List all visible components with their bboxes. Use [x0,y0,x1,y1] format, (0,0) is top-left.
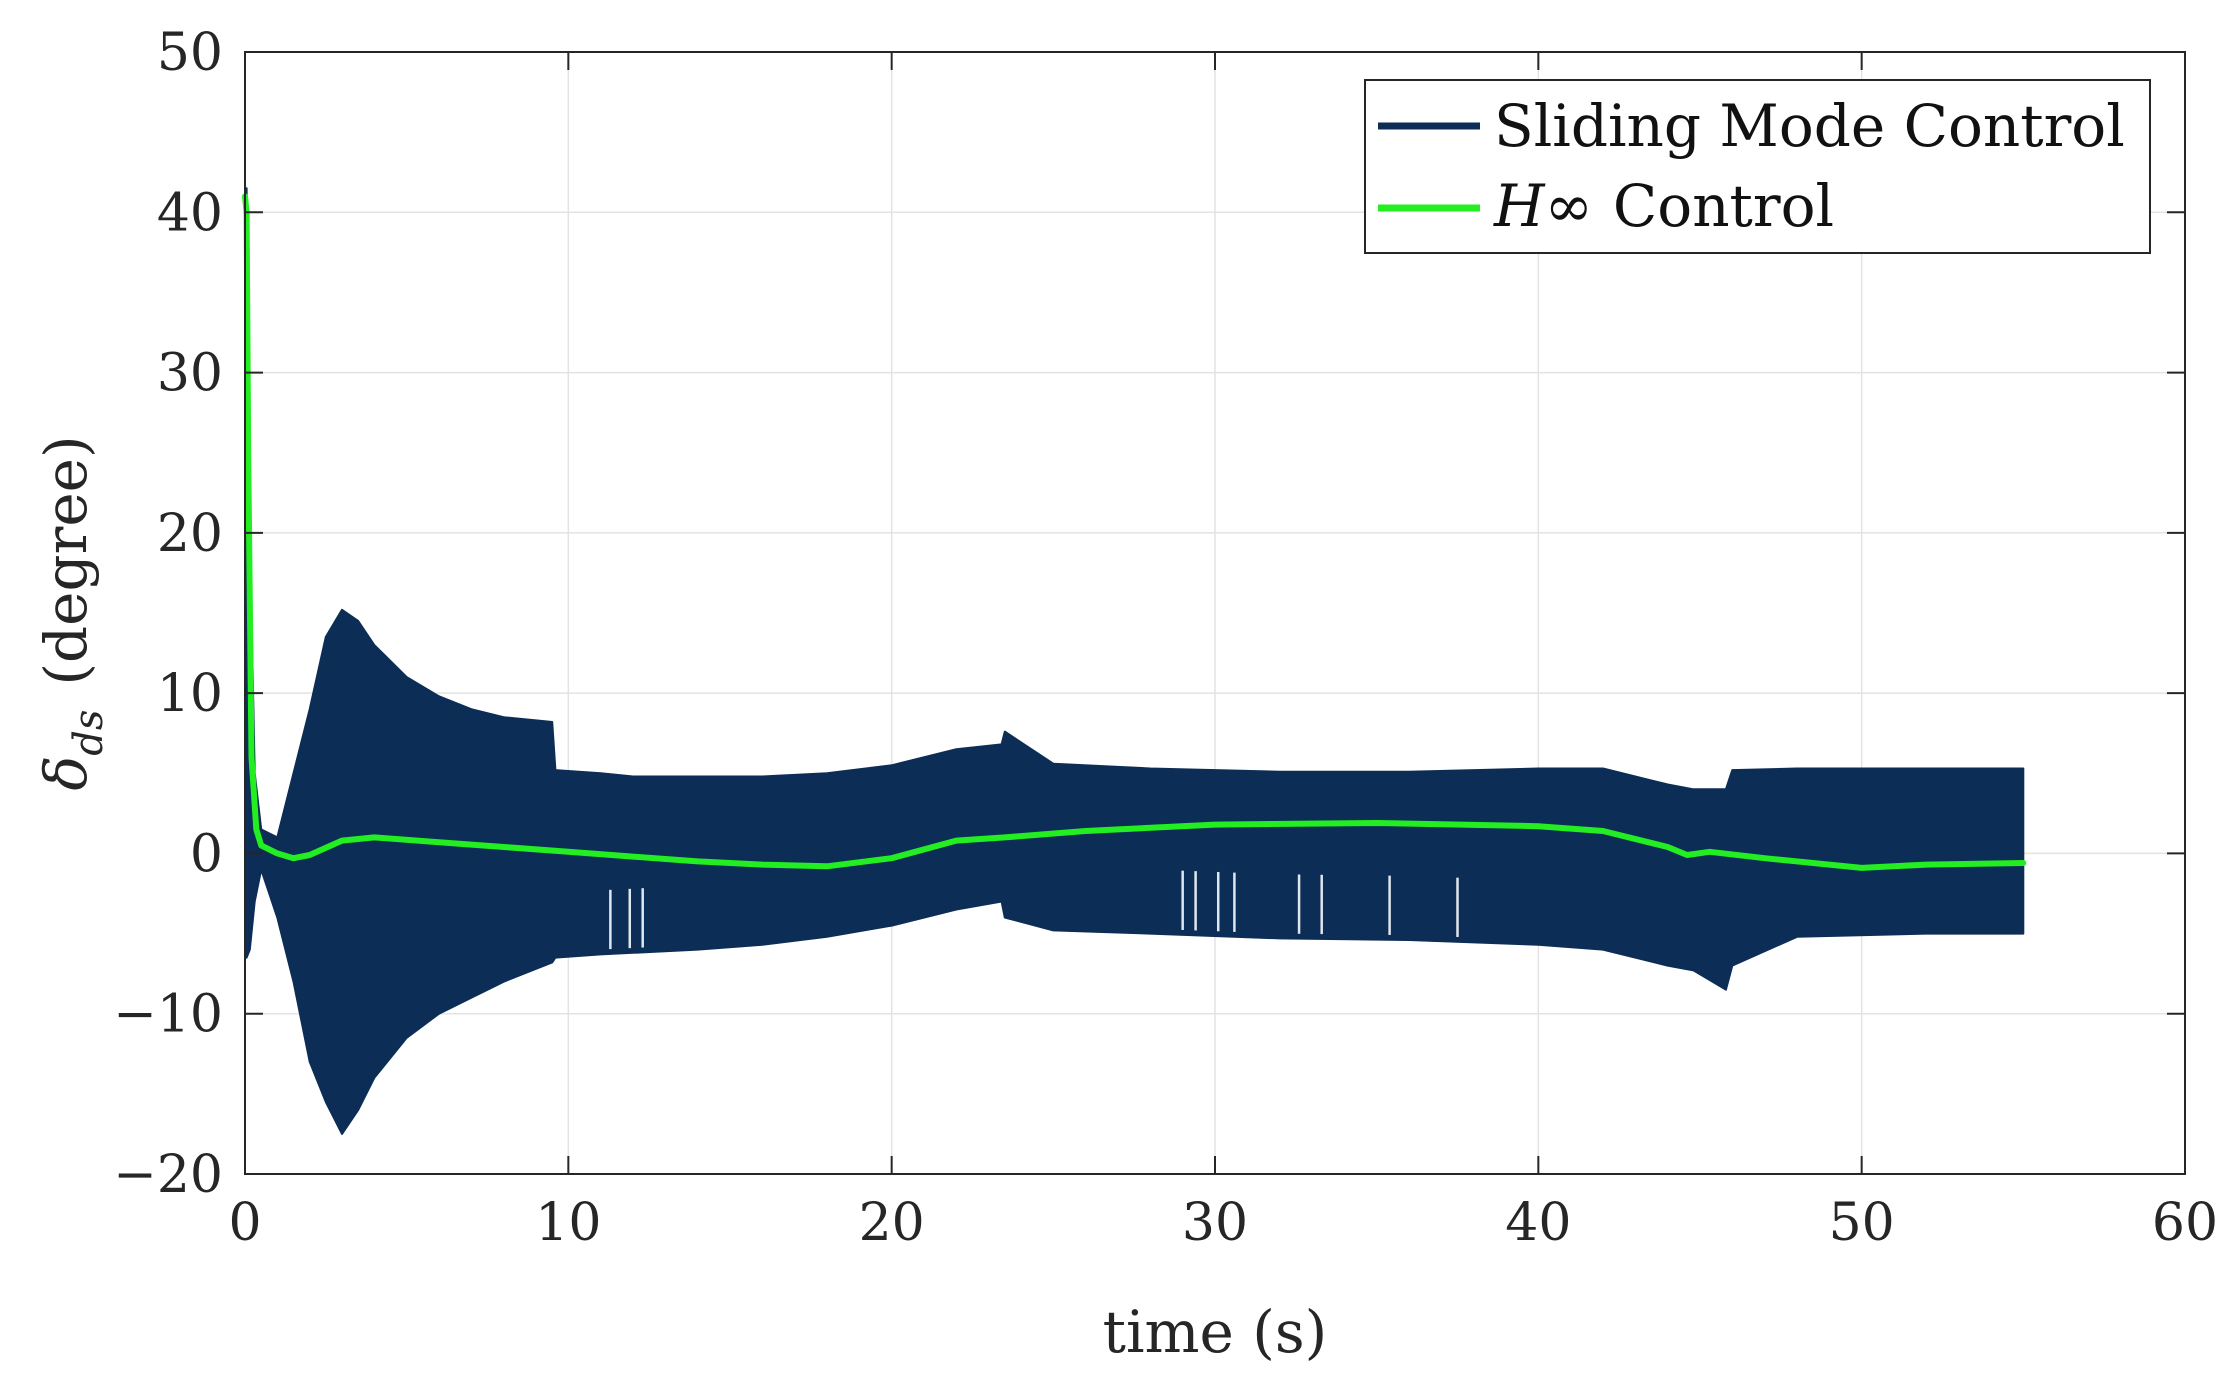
y-axis-subscript: ds [66,710,112,756]
legend: Sliding Mode Control H∞ Control [1364,79,2151,254]
legend-box [1364,79,2151,254]
y-tick-label: 30 [157,344,223,404]
x-tick-label: 40 [1505,1193,1571,1253]
ticks [244,51,2186,1175]
legend-label-hinf-math: H∞ [1493,172,1593,240]
x-tick-label: 50 [1829,1193,1895,1253]
y-axis-unit: (degree) [32,435,100,685]
series-hinf-line [242,193,2027,871]
x-tick-label: 30 [1182,1193,1248,1253]
tick-labels: 0 10 20 30 40 50 60 −20 −10 0 10 20 30 40 50 [113,23,2218,1253]
legend-label-hinf-text: Control [1613,172,1834,240]
y-tick-label: 50 [157,23,223,83]
x-tick-label: 60 [2152,1193,2218,1253]
y-tick-label: 0 [190,824,223,884]
series-layer [242,187,2027,1135]
x-tick-label: 10 [535,1193,601,1253]
y-tick-label: −10 [113,985,223,1045]
y-axis-title: δds (degree) [32,435,112,790]
legend-label-smc: Sliding Mode Control [1494,92,2125,160]
legend-label-hinf: H∞ Control [1493,172,1834,240]
y-tick-label: 10 [157,664,223,724]
x-tick-label: 20 [859,1193,925,1253]
y-tick-label: 20 [157,504,223,564]
y-tick-label: 40 [157,183,223,243]
y-tick-label: −20 [113,1145,223,1205]
series-smc-band [244,187,2025,1135]
x-axis-title: time (s) [1103,1298,1328,1366]
x-tick-label: 0 [228,1193,261,1253]
y-axis-symbol: δ [32,756,100,791]
